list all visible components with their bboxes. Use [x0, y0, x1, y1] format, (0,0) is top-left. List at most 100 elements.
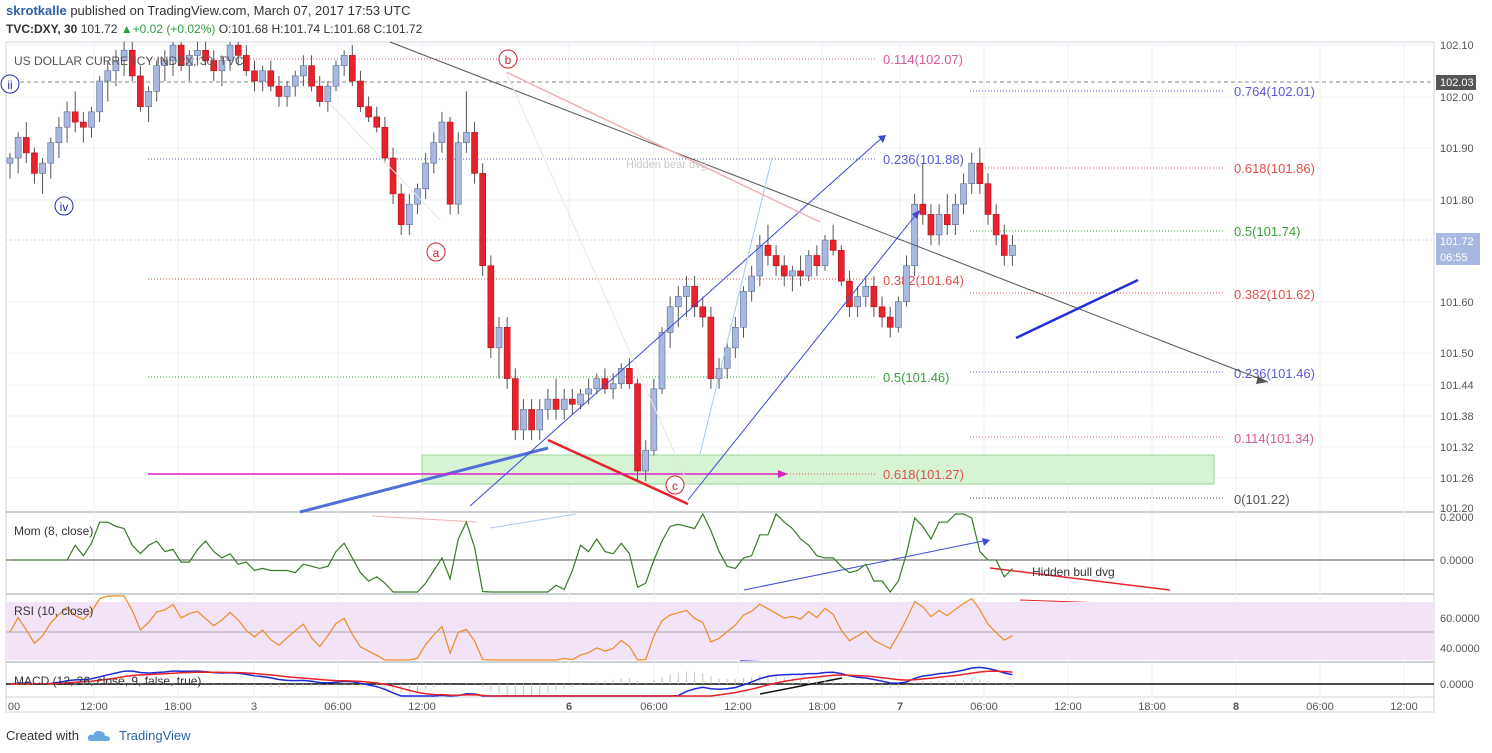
candle-body — [373, 116, 381, 128]
x-tick: 12:00 — [408, 701, 436, 713]
candle-body — [186, 55, 193, 66]
candle-body — [617, 368, 625, 385]
x-tick: 6 — [566, 701, 572, 713]
candle-body — [446, 121, 454, 205]
candle-body — [593, 378, 601, 390]
candle-body — [6, 157, 14, 164]
rsi-line — [9, 595, 1013, 661]
candle-body — [503, 327, 511, 379]
ref-price-label: 102.03 — [1440, 77, 1474, 89]
candle-body — [31, 152, 38, 174]
macd-black-line — [759, 677, 843, 695]
mom-tick: 0.0000 — [1440, 555, 1474, 567]
candle-body — [397, 193, 405, 225]
candle-body — [202, 49, 209, 61]
mom-red-line — [989, 567, 1171, 591]
candle-body — [389, 157, 397, 195]
candle-body — [552, 398, 560, 410]
candle-body — [422, 162, 429, 190]
candle-body — [340, 55, 348, 66]
candle-body — [805, 255, 813, 277]
candle-body — [39, 162, 46, 174]
channel-upper — [469, 135, 885, 507]
footer: Created with TradingView — [6, 728, 191, 743]
last-price: 101.72 — [80, 22, 118, 36]
published-text: published on TradingView.com, March 07, … — [70, 3, 411, 18]
candle-body — [430, 142, 438, 164]
candle-body — [715, 368, 723, 379]
signal-line — [9, 670, 1013, 697]
x-tick: 18:00 — [808, 701, 836, 713]
author-name[interactable]: skrotkalle — [6, 3, 67, 18]
candle-body — [650, 388, 658, 451]
hidden-bull-annotation: Hidden bull dvg — [1032, 565, 1115, 579]
fib-left-label: 0.236(101.88) — [883, 152, 964, 167]
x-tick: 12:00 — [724, 701, 752, 713]
price-axis[interactable]: 102.10 102.00 101.90 101.80 101.60 101.5… — [1440, 40, 1474, 515]
candle-body — [14, 137, 22, 159]
candle-body — [789, 270, 796, 277]
candle-body — [226, 44, 234, 61]
x-tick: 12:00 — [1054, 701, 1082, 713]
candle-body — [259, 70, 266, 82]
candle-body — [251, 70, 258, 82]
candle-body — [88, 111, 95, 128]
candle-body — [699, 306, 707, 318]
candle-body — [870, 285, 878, 308]
candle-body — [454, 142, 462, 205]
candle-body — [683, 285, 690, 297]
rsi-tick: 40.0000 — [1440, 643, 1480, 655]
wave-label-iv: iv — [60, 200, 69, 214]
candle-body — [218, 60, 226, 72]
fib-labels-right: 0.764(102.01) 0.618(101.86) 0.5(101.74) … — [1234, 84, 1315, 507]
candle-body — [976, 162, 984, 184]
candle-body — [544, 398, 552, 410]
candle-body — [308, 65, 315, 87]
countdown-label: 06:55 — [1440, 252, 1468, 264]
candle-body — [780, 265, 788, 277]
candle-body — [862, 285, 870, 297]
candle-body — [104, 70, 112, 82]
candle-body — [283, 85, 291, 97]
symbol-label: TVC:DXY, 30 — [6, 22, 78, 36]
candle-body — [80, 121, 87, 128]
candle-body — [642, 450, 650, 472]
candle-body — [658, 332, 666, 390]
candle-body — [153, 65, 160, 92]
time-axis[interactable]: 00 12:00 18:00 3 06:00 12:00 6 06:00 12:… — [8, 701, 1418, 713]
rsi-tick: 60.0000 — [1440, 613, 1480, 625]
support-zone[interactable] — [421, 454, 1215, 485]
fib-left-label: 0.382(101.64) — [883, 273, 964, 288]
channel-lower — [687, 211, 919, 501]
candle-body — [895, 301, 902, 328]
candle-body — [878, 306, 886, 318]
candle-body — [210, 60, 218, 72]
candle-body — [666, 306, 674, 333]
ref-price-box — [1436, 75, 1476, 90]
mom-faint-line — [489, 513, 577, 529]
candle-body — [829, 239, 837, 251]
candle-body — [471, 132, 478, 174]
candle-body — [112, 60, 120, 72]
candle-body — [821, 239, 829, 267]
candle-body — [927, 214, 935, 236]
publish-header: skrotkalle published on TradingView.com,… — [6, 3, 410, 18]
candle-body — [935, 214, 943, 236]
hidden-bear-annotation: Hidden bear dvg — [626, 159, 707, 171]
candle-body — [324, 85, 332, 102]
mom-bear-line — [371, 515, 477, 523]
x-tick: 00 — [8, 701, 20, 713]
candle-body — [300, 65, 307, 77]
wave-label-ii: ii — [7, 78, 12, 92]
support-line-left — [299, 446, 549, 514]
wave-guide-line — [505, 71, 691, 489]
candle-body — [137, 75, 144, 107]
candle-body — [732, 327, 739, 349]
candle-body — [536, 409, 544, 431]
tradingview-link[interactable]: TradingView — [118, 728, 191, 743]
downtrend-arrowhead — [1256, 376, 1268, 384]
candle-body — [71, 111, 79, 123]
y-tick: 101.50 — [1440, 348, 1474, 360]
